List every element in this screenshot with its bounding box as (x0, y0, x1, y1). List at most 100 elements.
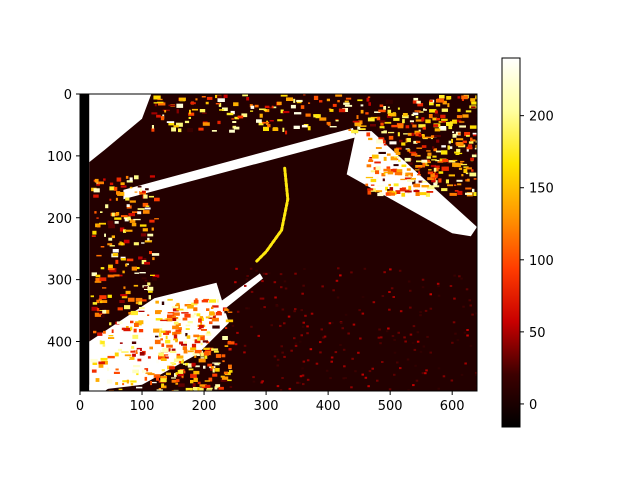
floor-speckle-cell (267, 272, 271, 275)
floor-speckle-cell (270, 324, 273, 327)
floor-speckle-cell (357, 351, 360, 354)
top-texture-cell (218, 102, 222, 107)
right-texture-cell (473, 192, 477, 196)
right-texture-cell (403, 133, 408, 135)
right-texture-cell (467, 144, 473, 149)
left-texture-cell (107, 355, 115, 359)
bottom-texture-cell (190, 373, 197, 378)
floor-speckle-cell (406, 358, 410, 361)
right-texture-cell (448, 174, 455, 177)
top-texture-cell (357, 99, 363, 102)
left-texture-cell (138, 310, 145, 312)
right-texture-cell (459, 162, 463, 166)
left-texture-cell (150, 381, 157, 384)
floor-speckle-cell (294, 344, 298, 347)
floor-speckle-cell (274, 296, 277, 299)
right-texture-cell (390, 169, 397, 172)
top-texture-cell (217, 98, 225, 102)
floor-speckle-cell (475, 384, 477, 387)
left-texture-cell (139, 307, 145, 310)
left-texture-cell (145, 372, 153, 374)
left-texture-cell (134, 322, 139, 327)
left-texture-cell (141, 190, 146, 193)
floor-speckle-cell (301, 367, 304, 370)
top-texture-cell (370, 116, 378, 119)
heatmap-plot (80, 94, 477, 391)
top-texture-cell (434, 128, 441, 132)
left-texture-cell (94, 312, 102, 317)
right-texture-cell (404, 157, 411, 162)
bottom-texture-cell (199, 316, 204, 318)
right-texture-cell (383, 156, 387, 161)
top-texture-cell (461, 95, 468, 100)
left-texture-cell (107, 243, 113, 246)
bottom-texture-cell (174, 373, 177, 377)
floor-speckle-cell (302, 284, 305, 287)
right-texture-cell (366, 132, 371, 137)
right-texture-cell (410, 177, 416, 180)
top-texture-cell (374, 111, 381, 113)
bottom-texture-cell (179, 341, 184, 345)
top-texture-cell (158, 102, 166, 106)
left-texture-cell (144, 240, 152, 243)
bottom-texture-cell (166, 344, 173, 348)
top-texture-cell (402, 119, 405, 124)
left-texture-cell (105, 204, 109, 209)
bottom-texture-cell (178, 383, 185, 387)
left-texture-cell (118, 388, 123, 391)
left-texture-cell (109, 245, 115, 247)
floor-speckle-cell (393, 351, 397, 354)
floor-speckle-cell (300, 334, 303, 337)
bottom-texture-cell (168, 330, 171, 334)
top-texture-cell (256, 119, 262, 123)
bottom-texture-cell (212, 362, 220, 366)
bottom-texture-cell (155, 335, 159, 338)
left-texture-cell (131, 222, 137, 227)
left-texture-cell (91, 272, 97, 277)
floor-speckle-cell (453, 297, 456, 300)
top-texture-cell (195, 98, 198, 101)
bottom-texture-cell (164, 318, 168, 321)
top-texture-cell (160, 116, 165, 121)
floor-speckle-cell (234, 281, 237, 284)
orange-arc (255, 166, 290, 263)
bottom-texture-cell (206, 387, 213, 390)
floor-speckle-cell (419, 311, 422, 314)
bottom-texture-cell (197, 336, 201, 341)
bottom-texture-cell (194, 349, 202, 354)
bottom-texture-cell (212, 305, 219, 308)
left-texture-cell (134, 191, 138, 193)
bottom-texture-cell (199, 384, 207, 387)
left-texture-cell (121, 351, 129, 353)
floor-speckle-cell (298, 381, 301, 384)
left-texture-cell (95, 378, 100, 382)
floor-speckle-cell (325, 369, 329, 372)
top-texture-cell (189, 109, 191, 115)
right-texture-cell (365, 183, 369, 187)
bottom-texture-cell (166, 318, 173, 322)
right-texture-cell (432, 146, 435, 149)
right-texture-cell (411, 153, 418, 156)
floor-speckle-cell (388, 308, 391, 311)
right-texture-cell (469, 172, 477, 177)
floor-speckle-cell (263, 306, 266, 309)
left-texture-cell (149, 251, 152, 255)
floor-speckle-cell (299, 340, 302, 343)
bottom-texture-cell (173, 358, 178, 362)
bottom-texture-cell (209, 363, 215, 366)
floor-speckle-cell (315, 362, 319, 365)
top-texture-cell (367, 117, 375, 122)
right-texture-cell (419, 192, 427, 196)
bottom-texture-cell (207, 363, 212, 367)
bottom-texture-cell (178, 360, 182, 364)
left-texture-cell (142, 210, 150, 214)
bottom-texture-cell (197, 387, 204, 391)
floor-speckle-cell (424, 309, 428, 312)
top-texture-cell (168, 122, 175, 126)
floor-speckle-cell (262, 272, 266, 275)
right-texture-cell (398, 159, 401, 162)
right-texture-cell (396, 158, 399, 161)
bottom-texture-cell (228, 364, 232, 369)
floor-speckle-cell (320, 328, 323, 331)
bottom-texture-cell (173, 334, 178, 339)
